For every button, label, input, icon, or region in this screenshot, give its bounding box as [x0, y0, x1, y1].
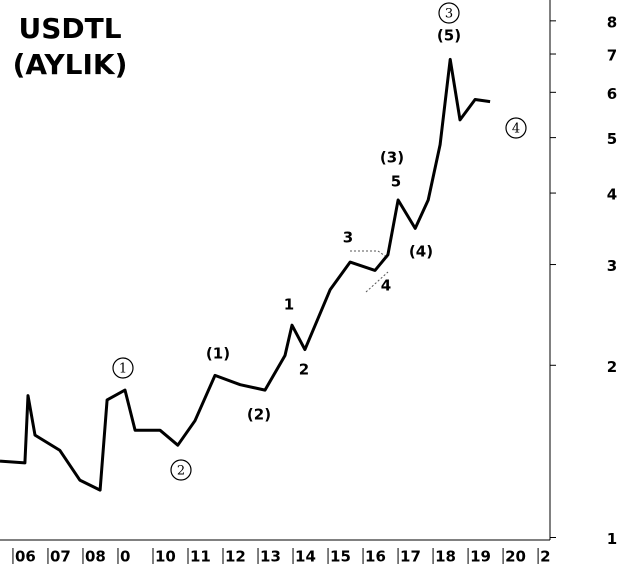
- triangle-guide: [350, 250, 389, 293]
- chart-title: USDTL: [18, 12, 121, 45]
- wave-label: 1: [284, 296, 294, 314]
- y-tick-label: 6: [607, 85, 617, 103]
- x-tick-label: 15: [330, 548, 351, 566]
- x-tick-label: 14: [295, 548, 316, 566]
- x-tick-label: 18: [435, 548, 456, 566]
- wave-circle: [112, 357, 134, 379]
- x-tick-label: 08: [85, 548, 106, 566]
- price-line: [0, 57, 491, 492]
- y-tick-label: 3: [607, 257, 617, 275]
- wave-label: 3: [343, 229, 353, 247]
- y-tick-label: 8: [607, 13, 617, 31]
- x-tick-label: 12: [225, 548, 246, 566]
- x-tick-label: 13: [260, 548, 281, 566]
- wave-label: 2: [177, 464, 185, 479]
- y-tick-label: 4: [607, 186, 617, 204]
- wave-label: (3): [380, 149, 404, 167]
- wave-label: 5: [391, 173, 401, 191]
- x-tick-label: 16: [365, 548, 386, 566]
- x-tick-label: 06: [15, 548, 36, 566]
- wave-label: (5): [437, 27, 461, 45]
- wave-label: 1: [119, 362, 127, 377]
- x-tick-label: 19: [470, 548, 491, 566]
- x-tick-label: 20: [505, 548, 526, 566]
- wave-circle: [438, 2, 460, 24]
- x-tick-label: 17: [400, 548, 421, 566]
- wave-labels: 1 2 3 4 (5) (1) (2) (3) (4) 1 2 3 4 5: [112, 2, 527, 481]
- wave-label: 4: [381, 277, 391, 295]
- wave-label: 2: [299, 361, 309, 379]
- y-tick-label: 2: [607, 358, 617, 376]
- x-tick-label: 0: [120, 548, 130, 566]
- wave-label: (2): [247, 406, 271, 424]
- x-tick-label: 2: [540, 548, 550, 566]
- y-tick-label: 7: [607, 47, 617, 65]
- wave-label: (4): [409, 243, 433, 261]
- wave-circle: [505, 117, 527, 139]
- x-tick-label: 11: [190, 548, 211, 566]
- wave-label: 3: [445, 7, 453, 22]
- wave-label: 4: [512, 122, 520, 137]
- wave-label: (1): [206, 345, 230, 363]
- y-tick-label: 5: [607, 130, 617, 148]
- x-tick-label: 10: [155, 548, 176, 566]
- chart-subtitle: (AYLIK): [13, 48, 128, 81]
- x-tick-label: 07: [50, 548, 71, 566]
- wave-circle: [170, 459, 192, 481]
- y-tick-label: 1: [607, 530, 617, 548]
